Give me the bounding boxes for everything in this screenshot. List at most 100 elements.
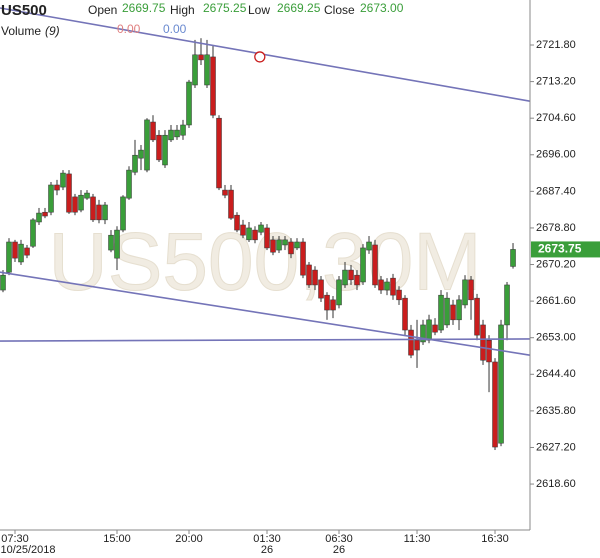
candle-body <box>390 277 396 296</box>
high-value: 2675.25 <box>203 1 247 15</box>
candle-body <box>48 184 54 213</box>
candle-body <box>90 196 96 221</box>
x-tick-label: 16:30 <box>481 533 509 545</box>
candle-body <box>486 340 492 363</box>
y-tick-label: 2661.60 <box>536 295 576 307</box>
candle-body <box>180 124 186 136</box>
y-tick-label: 2713.20 <box>536 76 576 88</box>
candle-body <box>144 119 150 171</box>
candle-body <box>474 297 480 336</box>
candle-body <box>234 214 240 231</box>
candle-body <box>348 269 354 281</box>
candle-body <box>288 241 294 255</box>
candle-body <box>408 329 414 356</box>
price-tag-label: 2673.75 <box>538 242 582 256</box>
candle-body <box>468 279 474 301</box>
candle-body <box>384 281 390 291</box>
x-tick-sublabel: 26 <box>261 544 273 556</box>
candle-body <box>438 294 444 331</box>
candle-body <box>54 184 60 191</box>
y-tick-label: 2618.60 <box>536 478 576 490</box>
candle-body <box>378 279 384 291</box>
candle-body <box>204 54 210 86</box>
candle-body <box>342 269 348 286</box>
candle-body <box>276 239 282 251</box>
candle-body <box>456 299 462 321</box>
candle-body <box>246 227 252 241</box>
trend-line <box>0 7 531 102</box>
candle-body <box>366 241 372 251</box>
candle-body <box>252 229 258 241</box>
candle-body <box>132 154 138 173</box>
candle-body <box>336 279 342 306</box>
candle-body <box>444 297 450 326</box>
candle-body <box>402 297 408 331</box>
candle-body <box>318 279 324 299</box>
candle-body <box>24 247 30 256</box>
candle-body <box>72 196 78 213</box>
candle-body <box>480 324 486 361</box>
x-tick-label: 20:00 <box>175 533 203 545</box>
candle-body <box>264 227 270 249</box>
candle-body <box>498 324 504 444</box>
candle-body <box>0 274 6 291</box>
candle-body <box>210 56 216 116</box>
candle-body <box>258 224 264 233</box>
candle-body <box>156 134 162 161</box>
x-tick-sublabel: 10/25/2018 <box>0 544 55 556</box>
y-tick-label: 2644.40 <box>536 368 576 380</box>
price-tag <box>531 241 600 258</box>
plot-area <box>0 7 531 451</box>
volume-value: 0.00 <box>163 22 187 36</box>
candle-body <box>168 129 174 141</box>
candle-body <box>96 204 102 221</box>
candle-body <box>12 241 18 259</box>
x-tick-label: 01:30 <box>253 533 281 545</box>
candle-body <box>30 219 36 247</box>
candle-body <box>192 54 198 86</box>
candle-body <box>306 264 312 286</box>
y-tick-label: 2721.80 <box>536 39 576 51</box>
y-tick-label: 2670.20 <box>536 258 576 270</box>
candle-body <box>492 361 498 448</box>
x-tick-label: 11:30 <box>404 533 431 545</box>
trend-line <box>0 338 531 342</box>
candle-body <box>102 204 108 221</box>
trend-line <box>0 271 531 356</box>
candle-body <box>60 172 66 188</box>
candle-body <box>294 241 300 249</box>
candle-body <box>420 324 426 343</box>
symbol: US500 <box>1 2 47 19</box>
x-tick-sublabel: 26 <box>333 544 345 556</box>
x-tick-label: 07:30 <box>1 533 29 545</box>
candle-body <box>6 241 12 273</box>
close-label: Close <box>324 3 355 17</box>
candle-body <box>186 81 192 126</box>
candle-body <box>150 121 156 141</box>
candle-body <box>114 229 120 259</box>
candle-body <box>354 274 360 286</box>
candle-body <box>360 247 366 283</box>
candle-body <box>84 192 90 199</box>
y-tick-label: 2687.40 <box>536 185 576 197</box>
candle-body <box>450 304 456 321</box>
candle-body <box>174 129 180 138</box>
x-tick-label: 15:00 <box>103 533 131 545</box>
candle-body <box>324 294 330 311</box>
y-tick-label: 2704.60 <box>536 112 576 124</box>
y-tick-label: 2653.00 <box>536 332 576 344</box>
candle-body <box>108 234 114 251</box>
volume-value: 0.00 <box>117 22 141 36</box>
candle-body <box>462 279 468 306</box>
x-tick-label: 06:30 <box>325 533 353 545</box>
y-tick-label: 2627.20 <box>536 441 576 453</box>
candle-body <box>414 340 420 351</box>
y-tick-label: 2696.00 <box>536 149 576 161</box>
volume-period: (9) <box>45 24 60 38</box>
low-label: Low <box>248 3 270 17</box>
candle-body <box>372 244 378 286</box>
close-value: 2673.00 <box>360 1 404 15</box>
candle-body <box>198 54 204 61</box>
candle-body <box>42 211 48 217</box>
